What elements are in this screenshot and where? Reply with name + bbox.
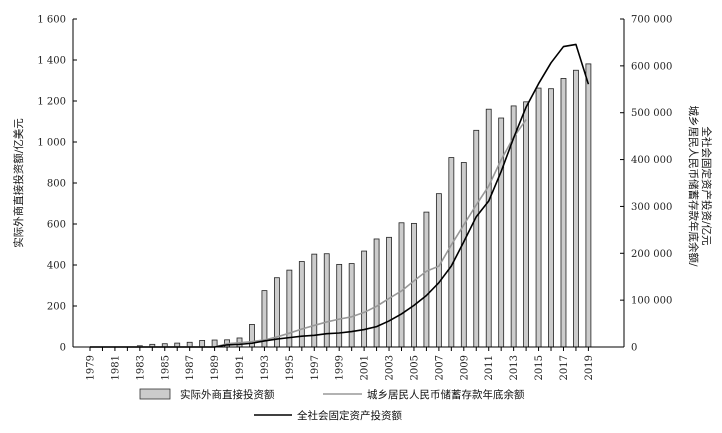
- x-tick-label: 2005: [409, 355, 420, 380]
- legend-bar-swatch: [139, 388, 171, 400]
- left-tick-label: 1 600: [37, 15, 66, 26]
- x-tick-label: 1989: [210, 355, 221, 380]
- left-tick-label: 800: [47, 179, 66, 190]
- axes: 0 200 400 600 800 1 000 1 200 1 400 1 600 0 100 00…: [12, 15, 713, 381]
- left-tick-label: 1 000: [37, 138, 66, 149]
- x-tick-label: 1987: [185, 355, 196, 380]
- legend-black-line-label: 全社会固定资产投资额: [297, 409, 402, 422]
- x-tick-label: 1981: [110, 355, 121, 380]
- bar: [498, 117, 505, 348]
- x-tick-label: 2009: [459, 355, 470, 380]
- left-tick-label: 200: [47, 302, 66, 313]
- savings-line: [90, 119, 527, 348]
- x-tick-label: 1983: [135, 355, 146, 380]
- bar: [336, 263, 343, 348]
- bar: [398, 222, 405, 348]
- right-tick-label: 500 000: [631, 108, 672, 119]
- right-tick-label: 700 000: [631, 15, 672, 26]
- x-tick-label: 2015: [534, 355, 545, 380]
- x-tick-label: 2013: [509, 355, 520, 380]
- bar: [573, 69, 579, 348]
- left-tick-label: 0: [60, 343, 66, 354]
- bar: [485, 108, 492, 348]
- x-tick-label: 1979: [86, 355, 97, 380]
- left-axis-title: 实际外商直接投资额/亿美元: [12, 118, 25, 248]
- right-tick-label: 400 000: [631, 155, 672, 166]
- bar: [298, 261, 305, 348]
- left-tick-label: 600: [47, 220, 66, 231]
- bar: [435, 193, 442, 348]
- right-axis-title-line: 全社会固定资产投资/亿元: [700, 126, 713, 246]
- left-tick-label: 400: [47, 261, 66, 272]
- bar: [286, 269, 293, 348]
- x-tick-label: 1997: [310, 355, 321, 380]
- x-tick-label: 1999: [335, 355, 346, 380]
- left-tick-label: 1 200: [37, 97, 66, 108]
- bar: [523, 101, 529, 348]
- left-tick-label: 1 400: [37, 56, 66, 67]
- bar: [560, 78, 567, 348]
- legend-gray-line-label: 城乡居民人民币储蓄存款年底余额: [367, 388, 525, 401]
- x-tick-label: 2011: [484, 355, 495, 380]
- plot-area: [90, 43, 592, 348]
- bar: [535, 87, 542, 348]
- bar: [473, 129, 480, 348]
- bar: [386, 236, 392, 348]
- x-tick-label: 1995: [285, 355, 296, 380]
- bar: [361, 250, 368, 348]
- right-tick-label: 100 000: [631, 296, 672, 307]
- right-axis-title-line: 城乡居民人民币储蓄存款年底余额/: [687, 105, 700, 266]
- x-tick-label: 2003: [385, 355, 396, 380]
- x-tick-label: 1991: [235, 355, 246, 380]
- x-tick-label: 1985: [160, 355, 171, 380]
- bar: [411, 222, 417, 348]
- bar: [348, 263, 355, 348]
- bar: [423, 211, 430, 348]
- right-tick-label: 600 000: [631, 61, 672, 72]
- bar: [548, 88, 554, 348]
- right-tick-label: 300 000: [631, 202, 672, 213]
- bar: [311, 253, 318, 348]
- bar: [460, 162, 467, 348]
- bar: [199, 340, 206, 348]
- right-tick-label: 0: [631, 343, 637, 354]
- x-tick-label: 2017: [559, 355, 570, 380]
- x-tick-label: 2001: [360, 355, 371, 380]
- bar: [373, 238, 380, 348]
- legend-bar-label: 实际外商直接投资额: [180, 388, 275, 401]
- x-tick-label: 2007: [434, 355, 445, 380]
- right-tick-label: 200 000: [631, 249, 672, 260]
- bar: [585, 63, 592, 348]
- legend: 实际外商直接投资额 城乡居民人民币储蓄存款年底余额 全社会固定资产投资额: [139, 388, 525, 422]
- bar: [261, 290, 268, 348]
- bar: [448, 157, 455, 348]
- x-tick-label: 1993: [260, 355, 271, 380]
- x-tick-label: 2019: [584, 355, 595, 380]
